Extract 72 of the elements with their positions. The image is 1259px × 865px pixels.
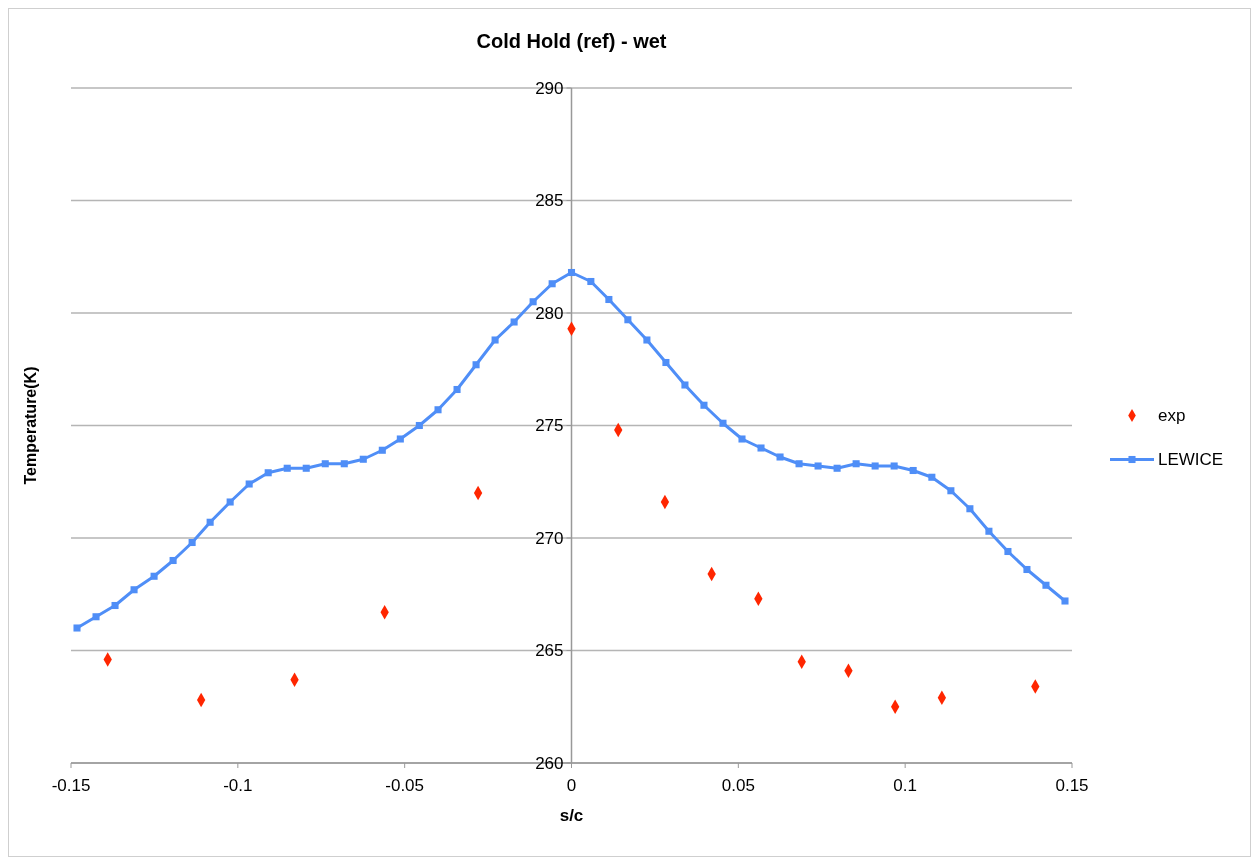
point bbox=[226, 498, 234, 506]
legend-label: LEWICE bbox=[1158, 450, 1224, 470]
x-tick-label: -0.05 bbox=[385, 776, 425, 795]
point bbox=[985, 527, 993, 535]
x-axis-title: s/c bbox=[559, 806, 584, 825]
point bbox=[662, 358, 670, 367]
point bbox=[871, 462, 879, 470]
x-tick-label: 0 bbox=[566, 776, 577, 795]
point bbox=[833, 464, 841, 472]
point bbox=[453, 385, 461, 394]
point bbox=[1042, 581, 1050, 589]
point bbox=[415, 421, 423, 430]
y-tick-label: 280 bbox=[535, 303, 564, 323]
legend-label: exp bbox=[1158, 406, 1186, 426]
x-tick-label: 0.15 bbox=[1055, 776, 1089, 795]
point bbox=[130, 586, 138, 594]
point bbox=[150, 572, 158, 580]
point bbox=[206, 518, 214, 526]
point bbox=[757, 444, 765, 452]
point bbox=[510, 318, 518, 326]
point bbox=[359, 455, 367, 463]
point bbox=[890, 462, 898, 470]
y-tick-label: 290 bbox=[535, 78, 564, 98]
point bbox=[283, 464, 291, 472]
point bbox=[852, 460, 860, 468]
point bbox=[340, 460, 348, 468]
point bbox=[111, 601, 119, 610]
point bbox=[814, 462, 822, 470]
x-tick-label: -0.15 bbox=[51, 776, 91, 795]
point bbox=[795, 460, 803, 468]
x-tick-label: -0.1 bbox=[223, 776, 253, 795]
point bbox=[966, 505, 974, 513]
point bbox=[529, 298, 537, 306]
point bbox=[548, 280, 556, 288]
point bbox=[643, 336, 651, 344]
point bbox=[1004, 547, 1012, 556]
y-tick-label: 260 bbox=[535, 753, 564, 773]
y-tick-label: 270 bbox=[535, 528, 564, 548]
point bbox=[947, 487, 955, 495]
point bbox=[188, 538, 196, 547]
point bbox=[434, 406, 442, 414]
point bbox=[605, 295, 613, 304]
point bbox=[73, 624, 81, 632]
point bbox=[909, 466, 917, 475]
point bbox=[1023, 565, 1031, 574]
point bbox=[681, 381, 689, 389]
point bbox=[567, 268, 576, 277]
point bbox=[776, 453, 784, 461]
point bbox=[321, 460, 329, 468]
point bbox=[245, 480, 253, 488]
y-tick-label: 285 bbox=[535, 191, 564, 211]
y-tick-label: 265 bbox=[535, 641, 564, 661]
point bbox=[472, 361, 480, 369]
point bbox=[928, 473, 936, 481]
y-tick-label: 275 bbox=[535, 416, 564, 436]
x-tick-label: 0.05 bbox=[721, 776, 755, 795]
point bbox=[1061, 597, 1069, 605]
point bbox=[396, 435, 404, 443]
point bbox=[719, 419, 727, 427]
point bbox=[302, 464, 310, 472]
point bbox=[738, 435, 746, 443]
y-axis-title: Temperature(K) bbox=[22, 366, 39, 485]
point bbox=[624, 316, 632, 324]
point bbox=[264, 469, 272, 477]
x-tick-label: 0.1 bbox=[893, 776, 917, 795]
point bbox=[700, 401, 708, 409]
point bbox=[169, 556, 177, 565]
point bbox=[491, 336, 499, 344]
point bbox=[378, 446, 386, 454]
chart-title: Cold Hold (ref) - wet bbox=[476, 30, 667, 52]
point bbox=[92, 613, 100, 621]
point bbox=[587, 277, 595, 286]
